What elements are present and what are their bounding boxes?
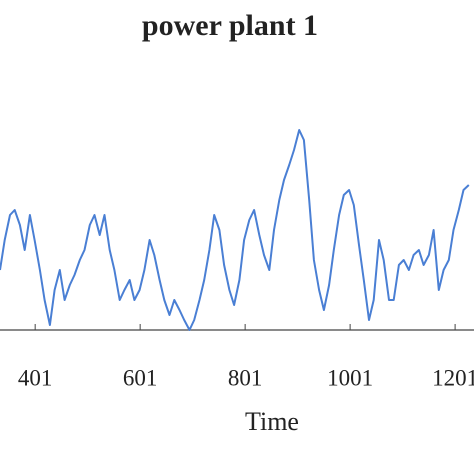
chart-title: power plant 1 [142,9,318,42]
x-tick-label: 801 [228,365,263,390]
x-tick-label: 401 [18,365,53,390]
data-line [0,129,470,331]
x-axis-label: Time [245,407,299,436]
x-tick-label: 601 [123,365,158,390]
x-tick-label: 1001 [327,365,373,390]
x-tick-label: 1201 [432,365,474,390]
